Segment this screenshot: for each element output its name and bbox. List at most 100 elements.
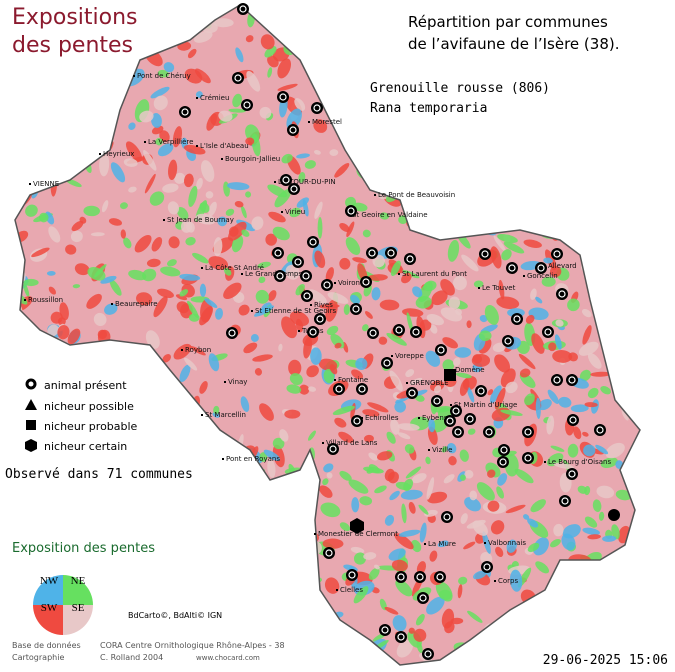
marker-present [274, 270, 286, 282]
terrain-patch [38, 212, 49, 223]
terrain-patch [455, 372, 472, 379]
terrain-patch [86, 293, 102, 309]
marker-present-inner [568, 376, 576, 384]
marker-present [327, 443, 339, 455]
terrain-patch [123, 158, 138, 167]
terrain-patch [523, 514, 530, 520]
terrain-patch [582, 431, 589, 437]
terrain-patch [123, 237, 132, 249]
terrain-patch [22, 281, 30, 298]
town-dot [523, 275, 525, 277]
marker-present-inner [537, 264, 545, 272]
terrain-patch [188, 313, 200, 322]
terrain-patch [79, 216, 87, 224]
terrain-patch [431, 290, 448, 306]
terrain-patch [263, 449, 281, 461]
terrain-patch [584, 516, 598, 528]
terrain-patch [179, 289, 189, 297]
source-value: C. Rolland 2004 [100, 653, 163, 662]
terrain-patch [496, 486, 504, 499]
terrain-patch [386, 431, 396, 444]
marker-present [498, 444, 510, 456]
marker-present-inner [347, 207, 355, 215]
marker-present-inner [316, 315, 324, 323]
terrain-patch [264, 46, 277, 58]
terrain-patch [67, 328, 81, 345]
town-dot [336, 589, 338, 591]
marker-present-inner [558, 290, 566, 298]
terrain-patch [267, 184, 288, 198]
legend-symbol [26, 420, 36, 430]
terrain-patch [320, 502, 341, 518]
terrain-patch [384, 514, 395, 526]
terrain-patch [487, 500, 500, 512]
town-label: Valbonnais [488, 539, 526, 547]
marker-present-inner [303, 292, 311, 300]
terrain-patch [251, 216, 264, 231]
terrain-patch [267, 458, 276, 478]
terrain-patch [548, 342, 557, 352]
terrain-patch [579, 369, 592, 382]
legend: animal présent nicheur possible nicheur … [25, 378, 138, 453]
town-dot [308, 121, 310, 123]
terrain-patch [120, 229, 126, 239]
terrain-patch [397, 432, 411, 440]
terrain-patch [225, 208, 235, 216]
town-label: Fontaine [338, 376, 368, 384]
terrain-patch [487, 469, 496, 478]
town-label: St Etienne de St Geoirs [255, 307, 336, 315]
marker-present-inner [395, 326, 403, 334]
marker-present-inner [513, 315, 521, 323]
terrain-patch [550, 445, 565, 452]
terrain-patch [602, 535, 617, 542]
terrain-patch [374, 485, 387, 494]
marker-present [404, 253, 416, 265]
marker-present-inner [569, 416, 577, 424]
marker-present [393, 324, 405, 336]
terrain-patch [25, 204, 38, 217]
marker-present-inner [348, 571, 356, 579]
marker-present [288, 183, 300, 195]
legend-label: nicheur certain [44, 440, 127, 453]
terrain-patch [284, 409, 301, 419]
terrain-patch [110, 162, 126, 183]
terrain-patch [144, 173, 156, 194]
terrain-patch [578, 341, 599, 356]
terrain-patch [505, 504, 526, 514]
terrain-patch [175, 294, 188, 301]
terrain-patch [254, 305, 274, 317]
marker-present [475, 385, 487, 397]
terrain-patch [497, 473, 508, 486]
marker-present [522, 426, 534, 438]
town-label: Pont en Royans [226, 455, 280, 463]
marker-present [381, 357, 393, 369]
terrain-patch [172, 126, 183, 148]
town-dot [251, 310, 253, 312]
terrain-patch [395, 579, 413, 597]
terrain-patch [329, 364, 338, 375]
terrain-patch [155, 137, 163, 146]
marker-present-inner [508, 264, 516, 272]
terrain-patch [319, 303, 340, 309]
town-dot [314, 533, 316, 535]
marker-present-inner [325, 549, 333, 557]
terrain-patch [289, 311, 310, 327]
town-label: Morestel [312, 118, 342, 126]
terrain-patch [286, 384, 302, 394]
compass-label: SW [41, 602, 58, 614]
terrain-patch [524, 393, 535, 406]
species-latin: Rana temporaria [370, 101, 487, 116]
terrain-patch [553, 523, 564, 537]
source-value: CORA Centre Ornithologique Rhône-Alpes -… [100, 640, 285, 650]
terrain-patch [583, 444, 596, 457]
terrain-patch [394, 401, 406, 413]
terrain-patch [509, 569, 523, 592]
terrain-patch [257, 261, 271, 269]
town-dot [29, 183, 31, 185]
terrain-patch [415, 613, 425, 626]
terrain-patch [322, 478, 329, 486]
marker-present [410, 326, 422, 338]
town-label: Goncelin [527, 272, 558, 280]
terrain-patch [334, 417, 347, 428]
terrain-patch [408, 627, 415, 634]
